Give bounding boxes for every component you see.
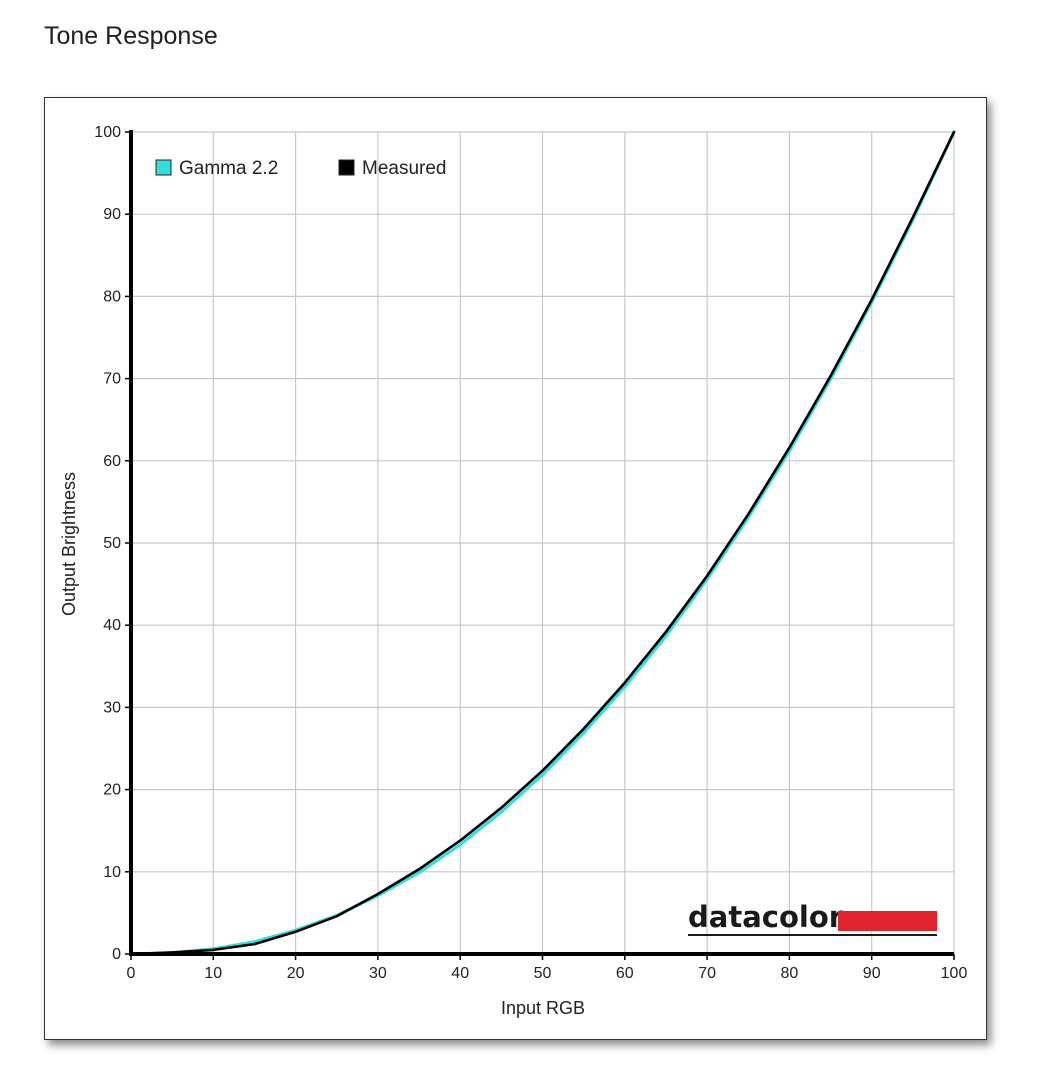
y-tick-label-50: 50 — [103, 535, 121, 552]
grid — [131, 131, 955, 954]
x-tick-label-60: 60 — [616, 965, 634, 982]
y-tick-label-100: 100 — [94, 124, 121, 141]
series-lines — [129, 130, 956, 956]
series-line-measured — [129, 130, 956, 956]
y-axis-title: Output Brightness — [59, 472, 79, 616]
y-tick-label-0: 0 — [112, 946, 121, 963]
y-tick-label-90: 90 — [103, 206, 121, 223]
legend: Gamma 2.2 Measured — [155, 158, 447, 179]
y-tick-label-80: 80 — [103, 288, 121, 305]
x-tick-label-70: 70 — [698, 965, 716, 982]
x-tick-label-40: 40 — [451, 965, 469, 982]
legend-label-measured: Measured — [362, 158, 447, 179]
logo-red-bar — [838, 911, 937, 931]
y-tick-label-40: 40 — [103, 617, 121, 634]
y-tick-label-10: 10 — [103, 864, 121, 881]
x-tick-label-50: 50 — [534, 965, 552, 982]
tone-response-chart: 0 10 20 30 40 50 60 70 80 90 100 0 10 20 30 40 50 60 70 80 9… — [59, 124, 967, 1018]
x-tick-label-10: 10 — [204, 965, 222, 982]
chart-panel: 0 10 20 30 40 50 60 70 80 90 100 0 10 20 30 40 50 60 70 80 9… — [44, 97, 987, 1040]
x-tick-label-80: 80 — [781, 965, 799, 982]
logo-underline — [688, 934, 937, 936]
x-tick-label-20: 20 — [287, 965, 305, 982]
legend-swatch-measured — [338, 159, 355, 176]
x-tick-label-100: 100 — [941, 965, 968, 982]
y-tick-label-30: 30 — [103, 699, 121, 716]
x-axis-title: Input RGB — [501, 998, 585, 1018]
y-tick-label-20: 20 — [103, 782, 121, 799]
datacolor-logo: datacolor — [688, 900, 937, 936]
y-tick-label-70: 70 — [103, 371, 121, 388]
page-title: Tone Response — [44, 22, 218, 50]
legend-swatch-gamma — [155, 159, 172, 176]
x-tick-label-30: 30 — [369, 965, 387, 982]
logo-text: datacolor — [688, 900, 844, 934]
x-tick-label-0: 0 — [127, 965, 136, 982]
x-tick-label-90: 90 — [863, 965, 881, 982]
series-line-gamma-2-2 — [129, 130, 956, 956]
legend-label-gamma: Gamma 2.2 — [179, 158, 278, 179]
tick-labels: 0 10 20 30 40 50 60 70 80 90 100 0 10 20 30 40 50 60 70 80 9… — [94, 124, 967, 982]
y-tick-label-60: 60 — [103, 453, 121, 470]
